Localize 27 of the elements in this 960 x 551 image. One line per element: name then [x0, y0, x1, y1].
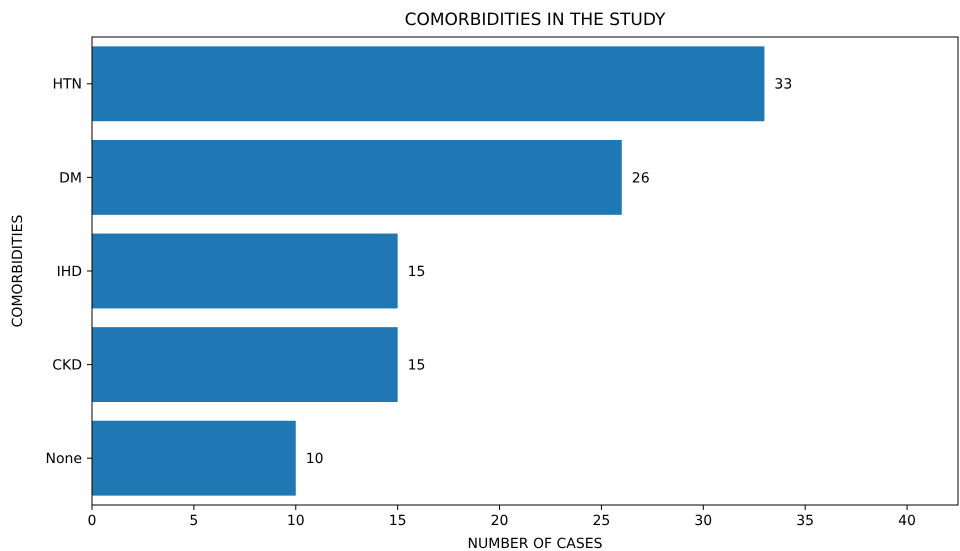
bar — [92, 327, 398, 402]
x-tick-label: 10 — [286, 513, 305, 529]
chart-title: COMORBIDITIES IN THE STUDY — [404, 10, 666, 30]
x-tick-label: 0 — [88, 513, 96, 529]
bar — [92, 234, 398, 308]
x-tick-label: 25 — [592, 513, 610, 529]
x-tick-label: 20 — [490, 513, 508, 529]
data-label: 33 — [774, 76, 792, 93]
data-label: 15 — [408, 264, 426, 280]
bar — [92, 46, 764, 122]
x-tick-label: 5 — [189, 513, 198, 529]
x-tick-label: 35 — [796, 513, 814, 529]
y-axis-title: COMORBIDITIES — [10, 214, 26, 328]
x-tick-label: 15 — [388, 513, 407, 529]
y-tick-label: None — [45, 451, 82, 468]
data-label: 26 — [632, 170, 650, 186]
data-label: 10 — [306, 451, 324, 468]
x-axis-title: NUMBER OF CASES — [468, 536, 603, 551]
y-tick-label: IHD — [56, 264, 82, 280]
bar — [92, 140, 622, 215]
y-tick-label: CKD — [52, 358, 82, 374]
x-tick-label: 40 — [898, 513, 916, 529]
bar — [92, 420, 296, 496]
x-tick-label: 30 — [694, 513, 712, 529]
data-label: 15 — [408, 358, 426, 374]
y-tick-label: HTN — [52, 76, 82, 93]
y-tick-label: DM — [59, 170, 82, 186]
